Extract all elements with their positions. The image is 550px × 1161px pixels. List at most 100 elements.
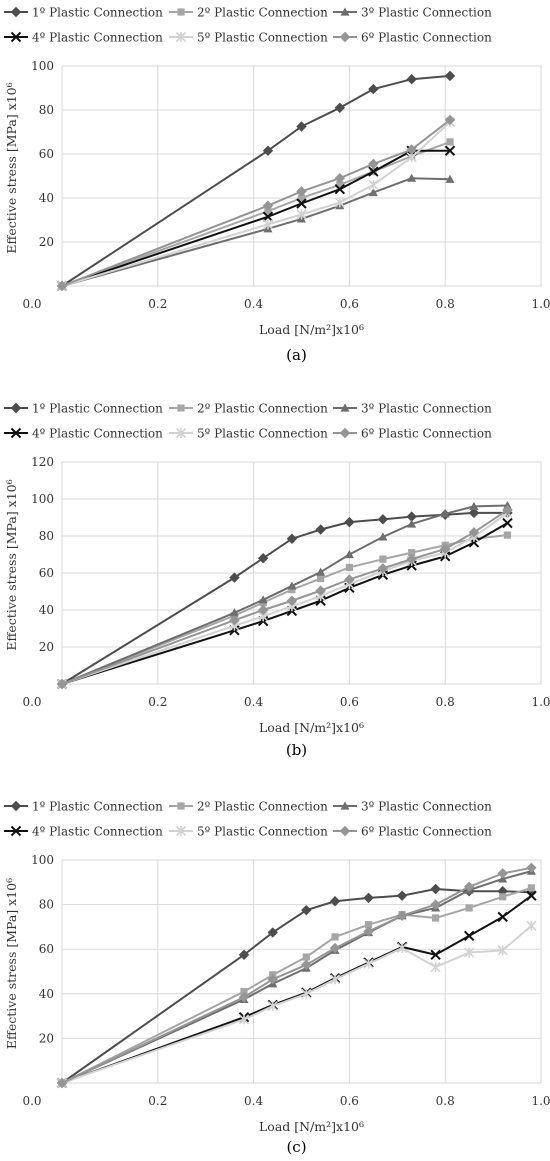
- series-5: [56, 920, 537, 1089]
- data-point: [364, 921, 373, 929]
- data-point: [497, 945, 508, 956]
- data-point: [229, 608, 239, 617]
- data-point: [526, 890, 537, 901]
- legend-item: 6º Plastic Connection: [333, 825, 492, 839]
- series-line: [61, 119, 451, 287]
- data-point: [406, 73, 417, 85]
- data-point: [258, 595, 268, 604]
- data-point: [363, 892, 374, 904]
- x-tick-label: 0.4: [244, 297, 263, 311]
- data-point: [407, 173, 417, 182]
- y-tick-label: 40: [39, 191, 54, 205]
- legend-label: 2º Plastic Connection: [197, 800, 328, 814]
- series-line: [61, 504, 508, 685]
- data-point: [397, 943, 408, 954]
- data-point: [368, 179, 379, 190]
- data-point: [379, 555, 387, 563]
- legend-swatch-marker: [10, 6, 22, 18]
- data-point: [267, 974, 278, 985]
- data-point: [56, 1077, 68, 1089]
- data-point: [286, 595, 298, 606]
- series-6: [56, 504, 513, 690]
- data-point: [329, 896, 341, 907]
- series-5: [56, 507, 513, 690]
- x-tick-label: 1.0: [531, 1094, 550, 1108]
- data-point: [444, 70, 456, 82]
- x-axis-title: Load [N/m²]x10⁶: [259, 322, 364, 337]
- data-point: [468, 507, 480, 519]
- data-point: [262, 200, 274, 211]
- data-point: [288, 586, 296, 594]
- data-point: [502, 504, 513, 516]
- legend-swatch-marker: [340, 7, 350, 16]
- x-tick-label: 0.4: [244, 1094, 263, 1108]
- x-tick-label: 0.4: [244, 695, 263, 709]
- series-line: [61, 866, 532, 1084]
- data-point: [316, 567, 326, 576]
- legend-swatch-marker: [10, 825, 22, 837]
- legend-label: 6º Plastic Connection: [361, 31, 492, 45]
- x-tick-label: 0.6: [340, 297, 359, 311]
- data-point: [465, 904, 473, 912]
- data-point: [296, 209, 307, 220]
- legend-label: 3º Plastic Connection: [361, 6, 492, 20]
- series-line: [61, 121, 451, 287]
- legend-swatch-marker: [10, 402, 22, 414]
- data-point: [406, 144, 417, 155]
- data-point: [329, 974, 341, 985]
- data-point: [378, 532, 388, 541]
- series-1: [56, 70, 456, 292]
- y-axis-title: Effective stress [MPa] x10⁶: [4, 479, 19, 650]
- data-point: [497, 911, 508, 923]
- legend-swatch-marker: [340, 403, 350, 412]
- data-point: [368, 158, 379, 170]
- data-point: [336, 181, 344, 189]
- legend-label: 3º Plastic Connection: [361, 800, 492, 814]
- data-point: [257, 604, 269, 616]
- x-tick-label: 1.0: [531, 297, 550, 311]
- legend-swatch-marker: [175, 825, 187, 837]
- x-tick-label: 0.8: [436, 297, 455, 311]
- data-point: [430, 883, 441, 895]
- series-line: [61, 870, 532, 1084]
- legend-item: 2º Plastic Connection: [169, 402, 328, 416]
- series-line: [61, 140, 451, 287]
- legend-swatch-marker: [10, 31, 22, 43]
- data-point: [344, 550, 354, 559]
- y-tick-label: 40: [39, 987, 54, 1001]
- data-point: [334, 183, 346, 195]
- legend-label: 4º Plastic Connection: [32, 825, 163, 839]
- data-point: [287, 581, 297, 590]
- legend-item: 2º Plastic Connection: [169, 800, 328, 814]
- series-6: [56, 114, 456, 292]
- panel-label: (a): [286, 346, 307, 364]
- x-tick-label: 0.8: [436, 695, 455, 709]
- x-tick-label: 0.0: [22, 297, 41, 311]
- data-point: [440, 509, 450, 518]
- data-point: [317, 574, 325, 583]
- data-point: [368, 166, 379, 177]
- data-point: [408, 549, 416, 557]
- x-tick-label: 0.2: [148, 297, 167, 311]
- data-point: [430, 949, 441, 960]
- y-tick-label: 100: [31, 853, 54, 867]
- legend-label: 6º Plastic Connection: [361, 427, 492, 441]
- data-point: [240, 987, 248, 996]
- legend-label: 4º Plastic Connection: [32, 427, 163, 441]
- legend-label: 5º Plastic Connection: [197, 825, 328, 839]
- chart-panel-3: 1º Plastic Connection 2º Plastic Connecti…: [4, 800, 550, 1156]
- chart-panel-2: 1º Plastic Connection 2º Plastic Connecti…: [4, 402, 550, 759]
- data-point: [344, 516, 355, 528]
- data-point: [469, 501, 479, 510]
- legend-swatch-marker: [339, 427, 351, 439]
- data-point: [297, 194, 306, 202]
- x-axis-title: Load [N/m²]x10⁶: [259, 720, 364, 735]
- data-point: [444, 114, 456, 126]
- series-line: [61, 887, 532, 1084]
- series-1: [56, 883, 537, 1089]
- x-tick-label: 1.0: [531, 695, 550, 709]
- data-point: [363, 958, 374, 969]
- data-point: [267, 927, 278, 938]
- series-4: [56, 890, 537, 1089]
